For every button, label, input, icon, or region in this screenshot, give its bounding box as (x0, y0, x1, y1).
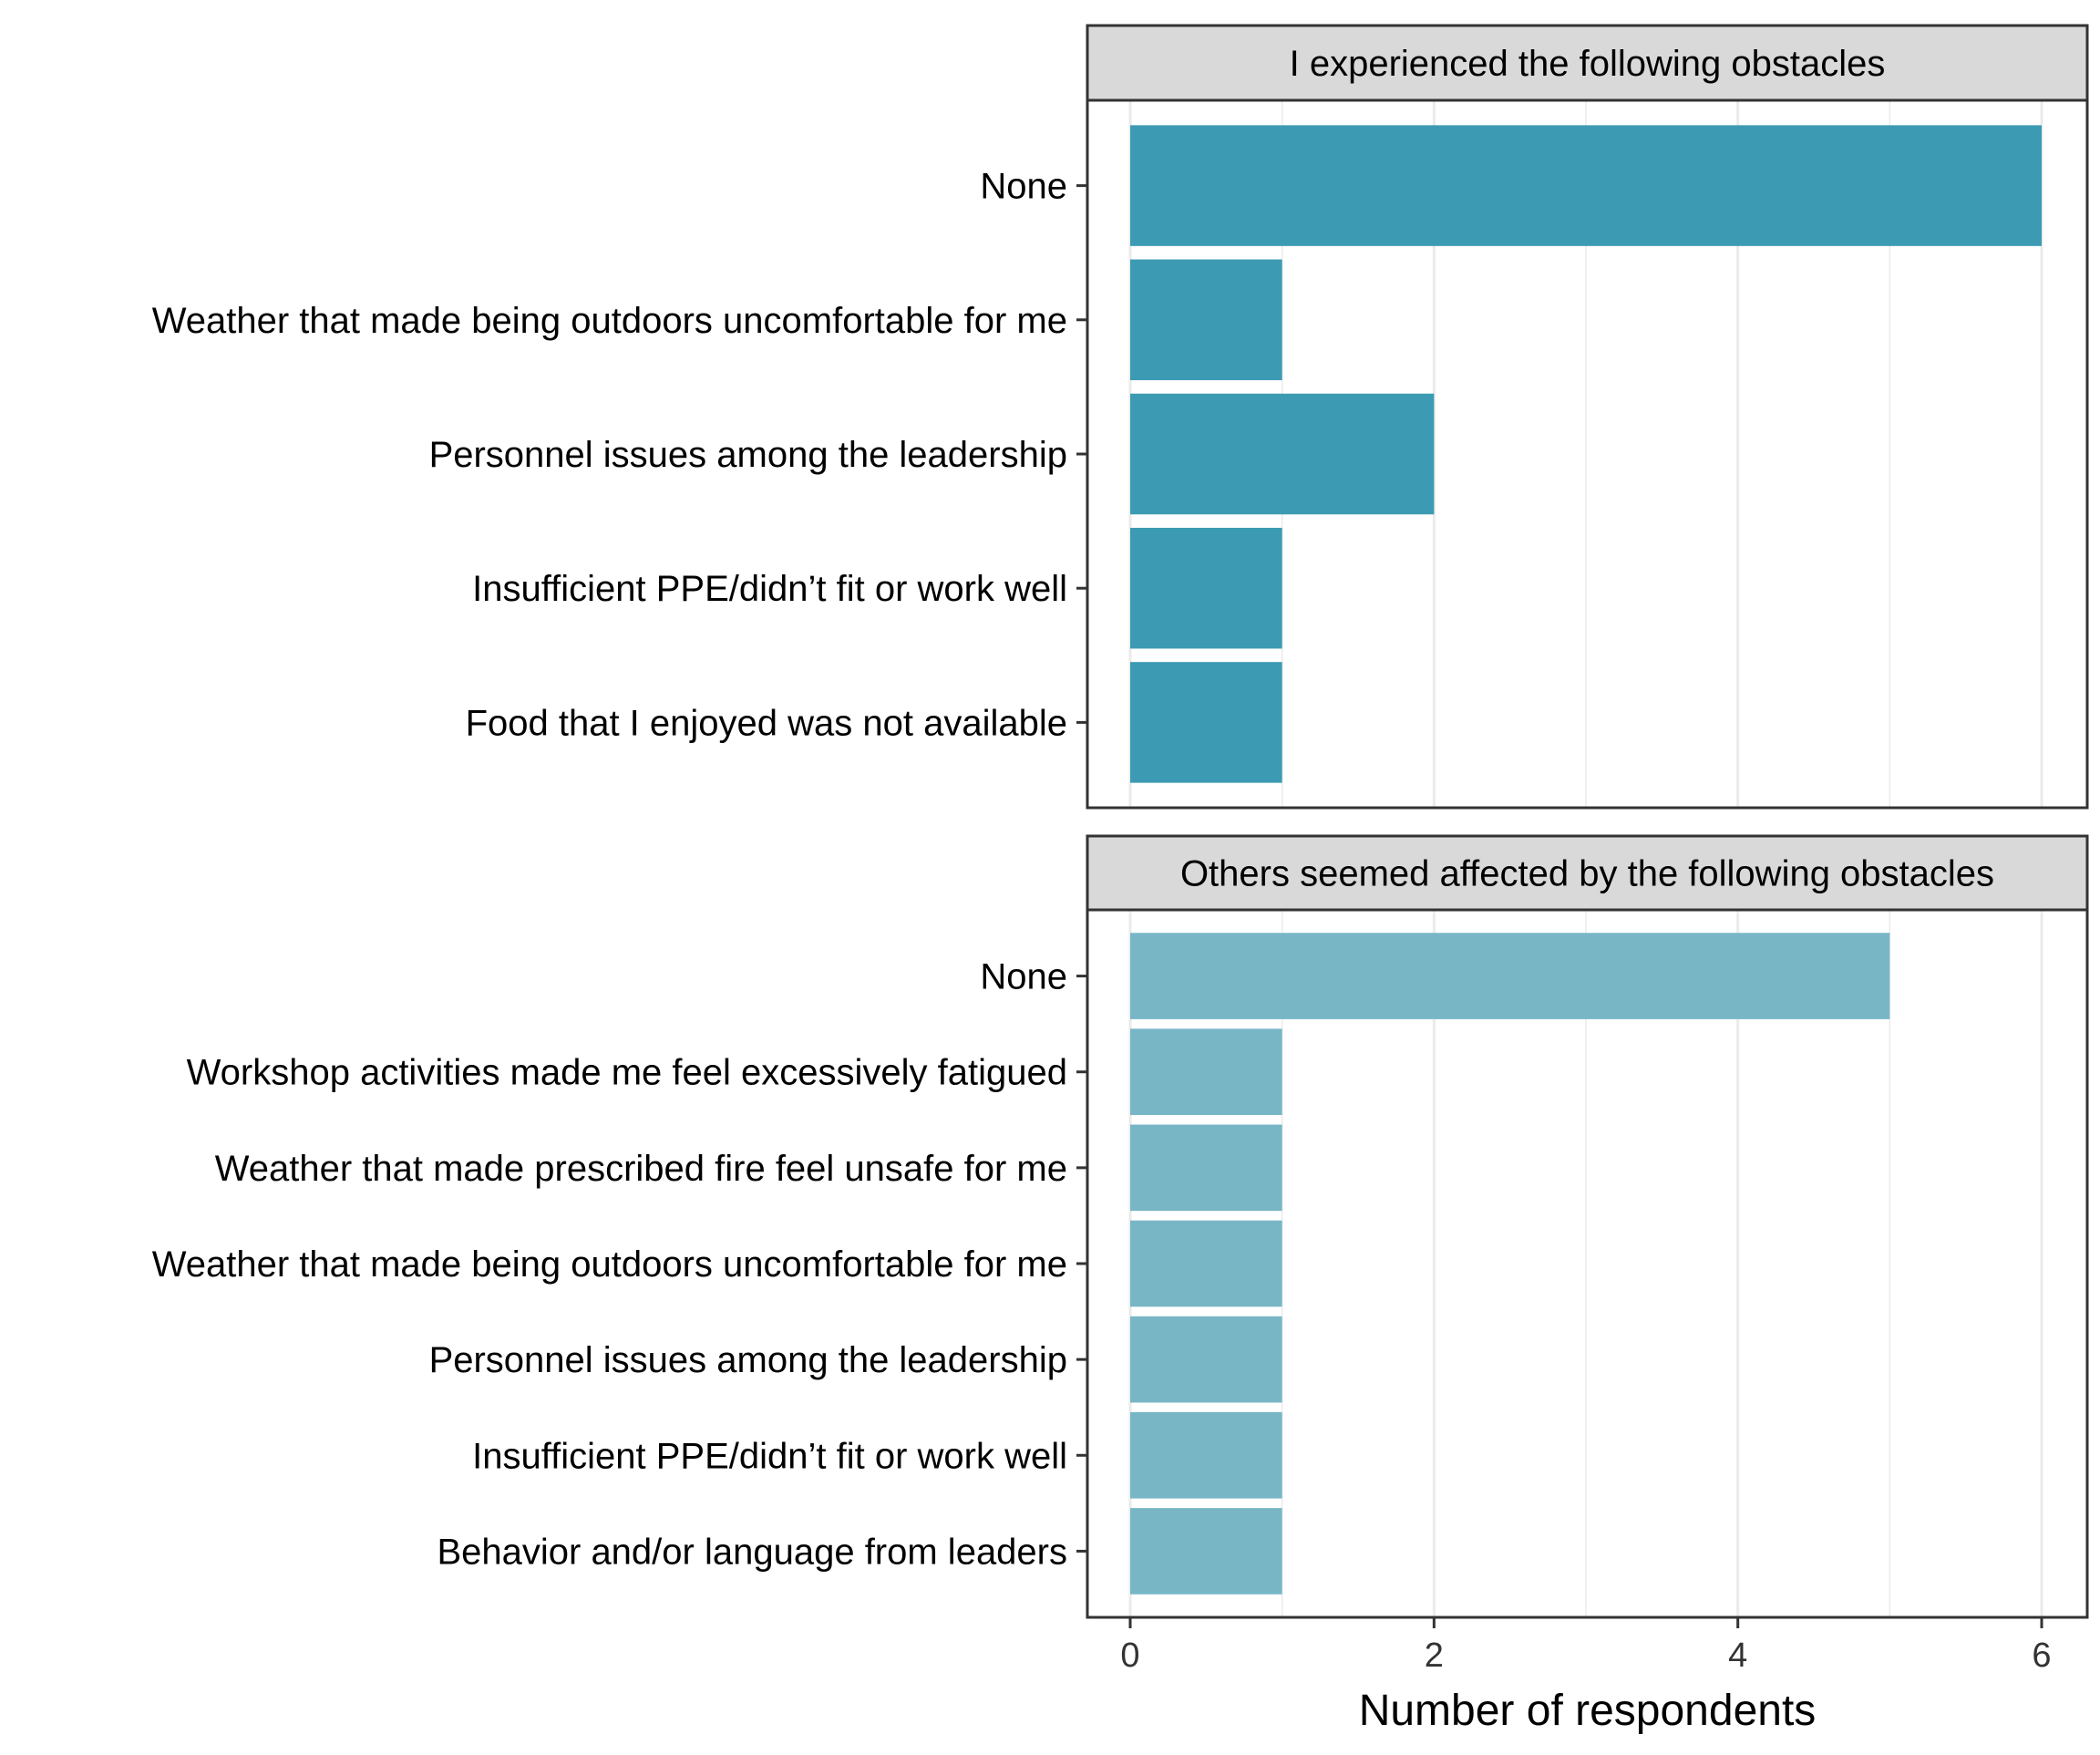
bar-personnel-issues-among-the-leadership (1130, 393, 1435, 515)
category-label-none: None (980, 957, 1067, 997)
bar-behavior-and-or-language-from-leaders (1130, 1508, 1282, 1595)
category-label-food-that-i-enjoyed-was-not-available: Food that I enjoyed was not available (466, 703, 1067, 743)
category-label-weather-that-made-being-outdoors-uncomfortable-for-me: Weather that made being outdoors uncomfo… (152, 301, 1067, 341)
x-tick-label-6: 6 (2032, 1636, 2051, 1675)
category-label-insufficient-ppe-didn-t-fit-or-work-well: Insufficient PPE/didn’t fit or work well (472, 1436, 1067, 1476)
category-label-personnel-issues-among-the-leadership: Personnel issues among the leadership (429, 1340, 1067, 1380)
category-label-insufficient-ppe-didn-t-fit-or-work-well: Insufficient PPE/didn’t fit or work well (472, 569, 1067, 609)
x-tick-label-0: 0 (1120, 1636, 1139, 1675)
x-tick-label-4: 4 (1728, 1636, 1747, 1675)
facet-title-2: Others seemed affected by the following … (1180, 854, 1994, 894)
panel-border-1 (1086, 98, 2089, 810)
x-tick-label-2: 2 (1425, 1636, 1444, 1675)
facet-title-1: I experienced the following obstacles (1290, 44, 1886, 84)
bar-workshop-activities-made-me-feel-excessively-fatigued (1130, 1028, 1282, 1116)
category-label-workshop-activities-made-me-feel-excessively-fatigued: Workshop activities made me feel excessi… (187, 1053, 1067, 1093)
bar-personnel-issues-among-the-leadership (1130, 1316, 1282, 1403)
facet-strip-1 (1086, 24, 2089, 102)
category-label-personnel-issues-among-the-leadership: Personnel issues among the leadership (429, 435, 1067, 475)
bar-weather-that-made-being-outdoors-uncomfortable-for-me (1130, 259, 1282, 381)
bar-insufficient-ppe-didn-t-fit-or-work-well (1130, 527, 1282, 649)
category-label-weather-that-made-prescribed-fire-feel-unsafe-for-me: Weather that made prescribed fire feel u… (215, 1149, 1067, 1189)
category-label-none: None (980, 167, 1067, 207)
category-label-behavior-and-or-language-from-leaders: Behavior and/or language from leaders (437, 1532, 1067, 1572)
category-label-weather-that-made-being-outdoors-uncomfortable-for-me: Weather that made being outdoors uncomfo… (152, 1244, 1067, 1285)
bar-weather-that-made-being-outdoors-uncomfortable-for-me (1130, 1220, 1282, 1307)
bar-weather-that-made-prescribed-fire-feel-unsafe-for-me (1130, 1124, 1282, 1212)
x-axis-title: Number of respondents (1359, 1687, 1817, 1735)
bar-none (1130, 933, 1890, 1019)
panel-border-2 (1086, 908, 2089, 1619)
bar-insufficient-ppe-didn-t-fit-or-work-well (1130, 1411, 1282, 1499)
bar-none (1130, 125, 2042, 246)
bar-food-that-i-enjoyed-was-not-available (1130, 662, 1282, 783)
